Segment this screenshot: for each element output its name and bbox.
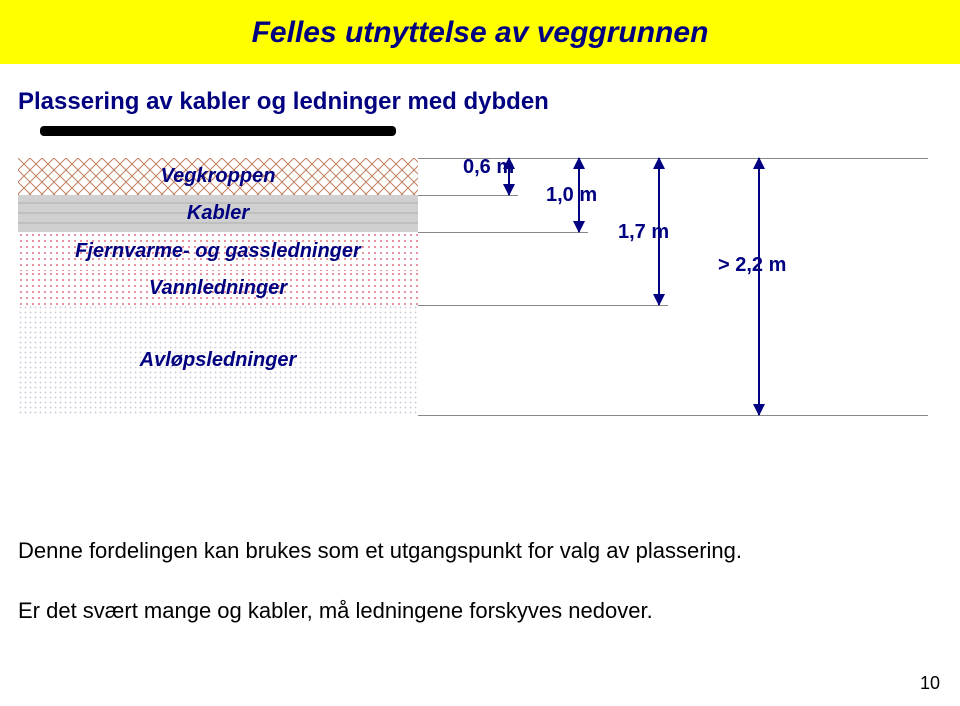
layer-vannledninger: Vannledninger (18, 271, 418, 305)
page-title: Felles utnyttelse av veggrunnen (0, 16, 960, 50)
layer-label: Avløpsledninger (140, 349, 297, 372)
guide-line (418, 232, 588, 233)
depth-label: > 2,2 m (718, 254, 786, 277)
layer-avlopsledninger: Avløpsledninger (18, 305, 418, 415)
layer-label: Kabler (187, 202, 249, 225)
layer-kabler: Kabler (18, 195, 418, 232)
depth-label: 0,6 m (463, 156, 514, 179)
layer-label: Vegkroppen (161, 165, 276, 188)
cross-section-diagram: Vegkroppen Kabler Fjernvarme- og gassled… (18, 134, 938, 464)
body-text-1: Denne fordelingen kan brukes som et utga… (18, 538, 742, 564)
layer-vegkroppen: Vegkroppen (18, 158, 418, 195)
depth-label: 1,0 m (546, 184, 597, 207)
page-number: 10 (920, 673, 940, 694)
body-text-2: Er det svært mange og kabler, må ledning… (18, 598, 653, 624)
layer-fjernvarme: Fjernvarme- og gassledninger (18, 232, 418, 271)
depth-arrow (758, 158, 760, 415)
layer-label: Vannledninger (149, 277, 287, 300)
guide-line (418, 305, 668, 306)
guide-line (418, 415, 928, 416)
layer-stack: Vegkroppen Kabler Fjernvarme- og gassled… (18, 158, 418, 415)
subtitle: Plassering av kabler og ledninger med dy… (18, 88, 960, 116)
road-surface (40, 126, 396, 136)
depth-label: 1,7 m (618, 221, 669, 244)
layer-label: Fjernvarme- og gassledninger (75, 240, 361, 263)
title-bar: Felles utnyttelse av veggrunnen (0, 0, 960, 64)
